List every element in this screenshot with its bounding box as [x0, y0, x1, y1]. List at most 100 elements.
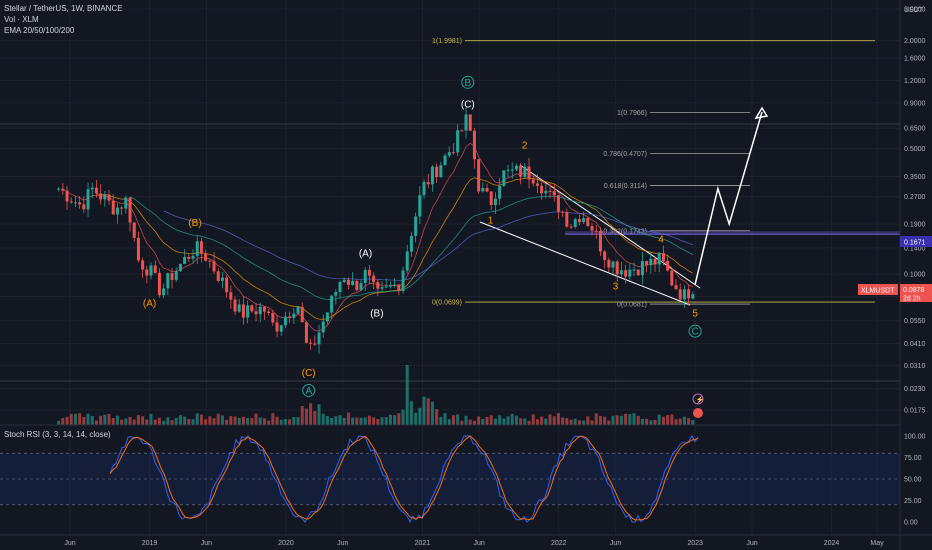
candle-body: [405, 251, 409, 271]
volume-bar: [468, 419, 472, 425]
wave-label: C: [692, 327, 699, 338]
candle-body: [594, 230, 598, 232]
symbol-tag: [858, 284, 898, 295]
candle-body: [69, 201, 73, 203]
candle-body: [275, 322, 279, 332]
volume-bar: [65, 416, 69, 425]
volume-bar: [174, 417, 178, 425]
candle-body: [271, 313, 275, 323]
candle-body: [283, 316, 287, 326]
candle-body: [82, 204, 86, 210]
candle-body: [582, 218, 586, 223]
volume-bar: [502, 418, 506, 425]
volume-bar: [409, 401, 413, 425]
volume-bar: [640, 418, 644, 425]
volume-bar: [317, 404, 321, 425]
projection-path: [694, 111, 763, 285]
candle-body: [199, 241, 203, 254]
volume-bar: [582, 420, 586, 425]
volume-bar: [220, 415, 224, 425]
candle-body: [355, 280, 359, 291]
candle-body: [363, 269, 367, 284]
volume-bar: [246, 417, 250, 425]
candle-body: [90, 187, 94, 190]
candle-body: [313, 343, 317, 345]
candle-body: [397, 284, 401, 291]
wave-label: (C): [461, 99, 475, 110]
candle-body: [254, 311, 258, 315]
candle-body: [195, 241, 199, 256]
price-tick-label: 0.1400: [904, 245, 926, 252]
fib-label: 0(0.0699): [432, 300, 462, 307]
candle-body: [111, 200, 115, 215]
candle-body: [388, 285, 392, 287]
volume-bar: [288, 419, 292, 425]
dividend-icon: [693, 408, 703, 418]
level-zone: [565, 231, 900, 236]
volume-bar: [73, 413, 77, 425]
candle-body: [506, 169, 510, 171]
volume-bar: [178, 415, 182, 425]
price-axis: 3.0000 2.0000 1.6000 1.2000 0.9000 0.6500 0.50…: [904, 7, 926, 415]
price-tick-label: 0.2700: [904, 194, 926, 201]
candle-body: [418, 195, 422, 217]
candle-body: [57, 188, 61, 190]
volume-bars: [57, 365, 695, 425]
candle-body: [296, 306, 300, 314]
candle-body: [107, 194, 111, 201]
wave-label: (B): [370, 309, 383, 320]
volume-bar: [661, 416, 665, 425]
candle-body: [447, 152, 451, 156]
rsi-tick-label: 0.00: [904, 520, 918, 527]
candle-body: [653, 258, 657, 265]
volume-bar: [598, 415, 602, 425]
volume-bar: [561, 417, 565, 425]
volume-bar: [86, 413, 90, 425]
candle-body: [258, 306, 262, 315]
candle-body: [233, 299, 237, 312]
volume-bar: [166, 417, 170, 425]
candle-body: [86, 189, 90, 210]
volume-bar: [653, 419, 657, 425]
volume-bar: [233, 416, 237, 425]
volume-bar: [258, 417, 262, 425]
candle-body: [514, 165, 518, 170]
rsi-tick-label: 100.00: [904, 434, 926, 441]
chart-title: Stellar / TetherUS, 1W, BINANCE: [4, 4, 123, 13]
volume-bar: [199, 414, 203, 425]
volume-bar: [359, 417, 363, 425]
volume-bar: [477, 416, 481, 425]
volume-bar: [426, 398, 430, 425]
lightning-icon: [692, 393, 704, 405]
time-tick-label: 2022: [551, 540, 567, 547]
candle-body: [237, 304, 241, 312]
time-tick-label: Jun: [337, 540, 348, 547]
volume-bar: [489, 415, 493, 425]
price-tick-label: 1.6000: [904, 56, 926, 63]
candle-body: [598, 230, 602, 252]
candle-body: [477, 159, 481, 192]
candle-body: [346, 279, 350, 285]
volume-bar: [632, 413, 636, 425]
volume-bar: [556, 413, 560, 425]
volume-bar: [237, 417, 241, 425]
last-price-tag: [900, 284, 932, 302]
candle-body: [493, 198, 497, 206]
volume-bar: [107, 413, 111, 425]
candle-body: [208, 260, 212, 262]
volume-bar: [229, 416, 233, 425]
volume-bar: [275, 416, 279, 425]
candle-body: [510, 169, 514, 171]
volume-bar: [485, 417, 489, 425]
projection-arrow: [694, 106, 769, 285]
candle-body: [414, 216, 418, 236]
wave-label: (A): [359, 249, 372, 260]
candle-body: [376, 282, 380, 289]
level-price-text: 0.1671: [904, 240, 926, 247]
volume-bar: [435, 409, 439, 425]
candle-body: [682, 289, 686, 300]
candle-body: [128, 197, 132, 223]
fib-label: 1(1.9981): [432, 38, 462, 45]
volume-bar: [628, 414, 632, 425]
candle-body: [359, 283, 363, 291]
